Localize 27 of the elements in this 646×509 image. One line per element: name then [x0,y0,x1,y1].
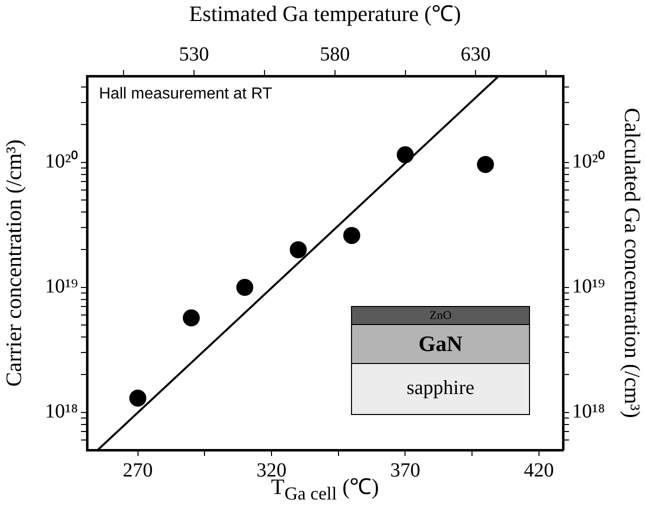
layer-stack-diagram: ZnO GaN sapphire [351,306,530,415]
text: 10¹⁸ [45,400,78,423]
x-tick-label: 420 [524,459,554,482]
text: 10¹⁹ [45,276,78,298]
x-tick-label: 270 [122,459,153,482]
point [182,309,200,326]
point [290,241,307,258]
y2-axis-title: Calculated Ga concentration (/cm³) [620,108,646,418]
point [476,156,494,174]
point [129,390,146,407]
annotation: GaN [352,325,529,364]
x2-axis-title: Estimated Ga temperature (℃) [189,0,461,26]
annotation: ZnO [352,307,529,325]
annotation: Hall measurement at RT [99,85,272,102]
point [396,146,414,164]
y-tick-label: 10²⁰ [572,150,605,173]
x-tick-label: 370 [390,459,420,482]
x2-tick-label: 580 [320,43,350,66]
x2-tick-label: 530 [179,43,210,66]
y-tick-label: 10¹⁹ [572,276,605,298]
text: 10²⁰ [45,150,78,173]
point [236,278,254,296]
annotation: sapphire [352,364,529,414]
point [343,226,360,244]
y-tick-label: 10¹⁸ [572,400,605,423]
x2-tick-label: 630 [460,43,491,66]
y-axis-title: Carrier concentration (/cm³) [0,139,26,387]
